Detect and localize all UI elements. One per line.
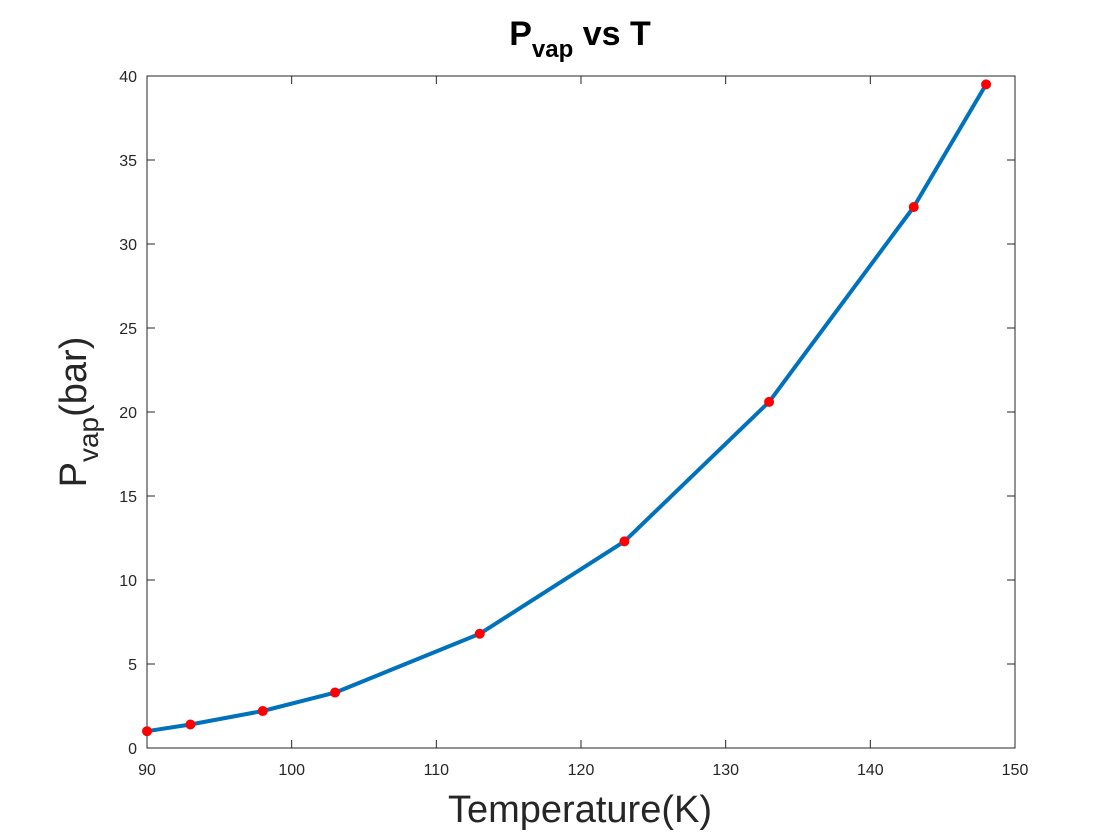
plot-area — [146, 75, 1016, 749]
y-axis-label-main: P — [53, 462, 95, 487]
x-tick-label: 110 — [424, 762, 450, 779]
y-tick-label: 0 — [128, 741, 137, 758]
data-point — [257, 706, 268, 717]
y-tick-label: 15 — [119, 489, 137, 506]
y-tick-label: 40 — [119, 69, 137, 86]
y-axis-label-suffix: (bar) — [53, 337, 95, 417]
x-axis-label: Temperature(K) — [448, 789, 712, 831]
y-axis-label-subscript: vap — [73, 417, 104, 462]
data-point — [185, 719, 196, 730]
chart-title: Pvap vs T — [509, 15, 651, 63]
data-point — [474, 628, 485, 639]
data-point — [619, 536, 630, 547]
chart-title-main: P — [509, 15, 532, 53]
series-layer — [142, 79, 992, 737]
data-point — [142, 726, 152, 737]
x-axis: 90 100 110 120 130 140 150 — [138, 76, 1028, 779]
y-tick-label: 25 — [119, 321, 137, 338]
y-tick-label: 5 — [128, 657, 137, 674]
x-tick-label: 100 — [278, 762, 305, 779]
x-tick-label: 90 — [138, 762, 156, 779]
y-tick-label: 30 — [119, 237, 137, 254]
data-point — [981, 79, 992, 90]
x-tick-label: 140 — [857, 762, 884, 779]
x-tick-label: 150 — [1002, 762, 1029, 779]
y-tick-label: 20 — [119, 405, 137, 422]
y-tick-label: 10 — [119, 573, 137, 590]
data-point — [908, 202, 919, 213]
x-tick-label: 130 — [712, 762, 739, 779]
chart-title-subscript: vap — [532, 36, 573, 63]
data-point — [764, 396, 775, 407]
data-point — [330, 687, 341, 698]
chart-title-suffix: vs T — [573, 15, 651, 53]
y-axis: 0 5 10 15 20 25 30 35 40 — [119, 69, 1015, 758]
y-axis-label: Pvap(bar) — [53, 337, 104, 488]
x-tick-label: 120 — [568, 762, 595, 779]
y-tick-label: 35 — [119, 153, 137, 170]
